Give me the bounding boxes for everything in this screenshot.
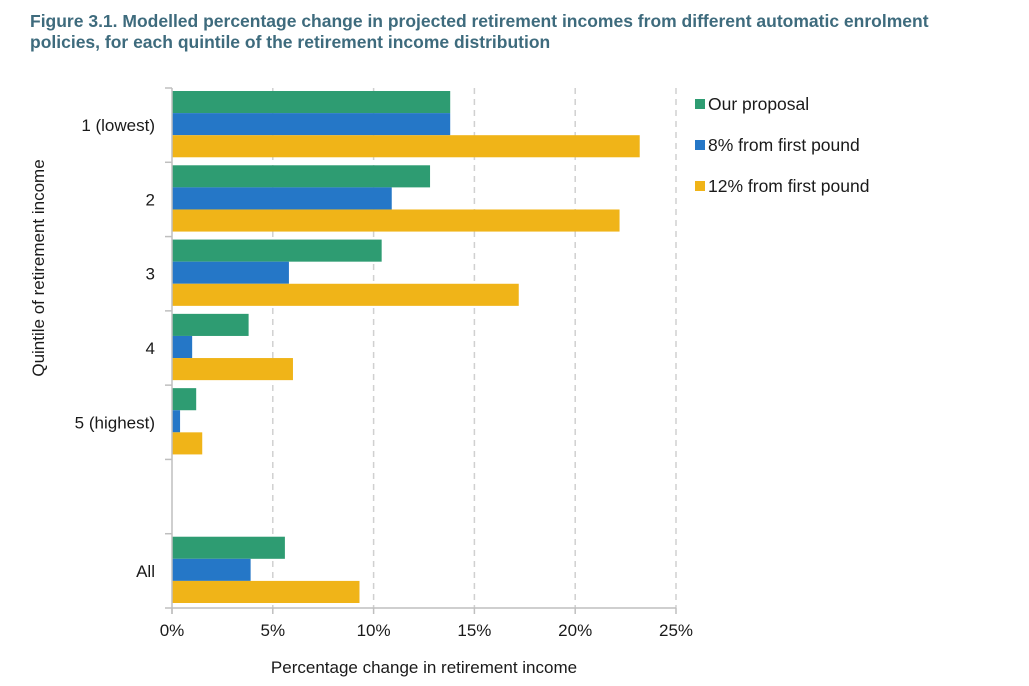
legend: Our proposal 8% from first pound 12% from … <box>695 94 869 196</box>
legend-item: 12% from first pound <box>695 176 869 196</box>
bar-2-0 <box>172 135 640 158</box>
legend-item: 8% from first pound <box>695 135 860 155</box>
gridlines <box>272 88 677 608</box>
y-axis-title: Quintile of retirement income <box>29 159 48 376</box>
bar-1-2 <box>172 261 289 284</box>
x-tick-label: 25% <box>659 621 693 640</box>
x-tick-labels: 0% 5% 10% 15% 20% 25% <box>160 621 693 640</box>
y-tick-labels: 1 (lowest) 2 3 4 5 (highest) All <box>75 116 155 581</box>
y-tick-label: All <box>136 562 155 581</box>
x-tick-label: 5% <box>261 621 286 640</box>
bar-0-3 <box>172 313 249 336</box>
figure-title: Figure 3.1. Modelled percentage change i… <box>30 11 929 52</box>
y-tick-label: 3 <box>146 265 155 284</box>
bar-2-1 <box>172 209 620 232</box>
legend-label: 8% from first pound <box>708 135 860 155</box>
x-tick-label: 0% <box>160 621 185 640</box>
bar-2-4 <box>172 432 203 455</box>
legend-item: Our proposal <box>695 94 809 114</box>
bar-1-3 <box>172 335 193 359</box>
y-tick-label: 1 (lowest) <box>81 116 155 135</box>
bar-0-1 <box>172 165 431 188</box>
legend-swatch <box>695 140 705 150</box>
bar-1-1 <box>172 187 392 210</box>
y-tick-label: 5 (highest) <box>75 413 155 432</box>
legend-swatch <box>695 99 705 109</box>
x-tick-label: 20% <box>558 621 592 640</box>
bars <box>172 91 640 603</box>
legend-label: 12% from first pound <box>708 176 869 196</box>
bar-2-6 <box>172 580 360 603</box>
bar-2-2 <box>172 283 519 306</box>
x-axis-title: Percentage change in retirement income <box>271 658 577 677</box>
x-tick-label: 10% <box>357 621 391 640</box>
bar-0-2 <box>172 239 382 262</box>
y-tick-label: 2 <box>146 190 155 209</box>
legend-swatch <box>695 181 705 191</box>
bar-1-0 <box>172 113 451 136</box>
bar-0-0 <box>172 91 451 114</box>
bar-0-4 <box>172 388 197 411</box>
y-tick-label: 4 <box>146 339 155 358</box>
x-tick-label: 15% <box>457 621 491 640</box>
bar-0-6 <box>172 536 285 559</box>
axes <box>165 87 677 614</box>
legend-label: Our proposal <box>708 94 809 114</box>
bar-1-6 <box>172 558 251 581</box>
bar-1-4 <box>172 410 181 433</box>
bar-2-3 <box>172 358 293 381</box>
